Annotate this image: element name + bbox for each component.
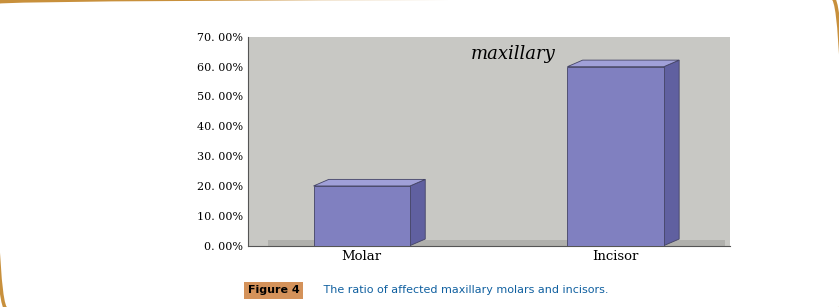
Polygon shape (314, 179, 425, 186)
Polygon shape (314, 186, 410, 246)
Text: maxillary: maxillary (471, 45, 555, 63)
Text: The ratio of affected maxillary molars and incisors.: The ratio of affected maxillary molars a… (313, 285, 608, 295)
Polygon shape (268, 240, 725, 246)
Polygon shape (664, 60, 679, 246)
Text: Figure 4: Figure 4 (248, 285, 300, 295)
Polygon shape (567, 67, 664, 246)
Polygon shape (567, 60, 679, 67)
Polygon shape (410, 179, 425, 246)
